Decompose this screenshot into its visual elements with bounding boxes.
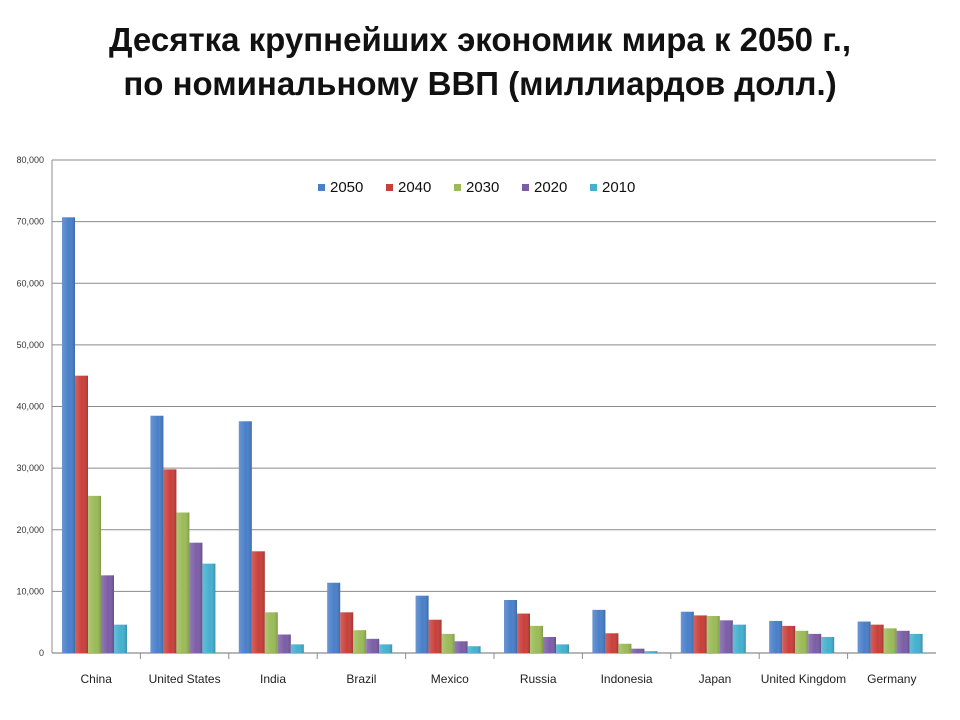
y-tick-label: 20,000 [16, 525, 44, 535]
bar-shading [327, 582, 341, 653]
legend-swatch [386, 184, 393, 191]
bar-shading [75, 375, 88, 653]
x-tick-label: China [81, 672, 113, 686]
bar-shading [795, 630, 809, 653]
legend-label: 2010 [602, 179, 635, 196]
x-tick-label: Russia [520, 672, 557, 686]
y-tick-label: 70,000 [16, 217, 44, 227]
bar-shading [504, 600, 517, 653]
legend-label: 2050 [330, 179, 363, 196]
legend-swatch [522, 184, 529, 191]
bar-shading [706, 616, 720, 653]
bar-shading [251, 551, 265, 653]
bar-shading [857, 621, 871, 653]
bar-shading [150, 415, 164, 653]
bar-shading [353, 630, 367, 653]
bar-shading [808, 633, 822, 653]
bar-shading [277, 634, 291, 653]
bar-shading [870, 624, 884, 653]
x-tick-label: Indonesia [601, 672, 653, 686]
title-line-2: по номинальному ВВП (миллиардов долл.) [123, 65, 837, 102]
bar-shading [883, 628, 897, 653]
y-tick-label: 60,000 [16, 278, 44, 288]
bar-shading [189, 542, 203, 653]
bar-shading [618, 643, 632, 653]
bar-shading [238, 421, 252, 653]
bar-shading [782, 625, 796, 653]
x-tick-label: United States [149, 672, 221, 686]
bar-shading [821, 636, 835, 653]
y-tick-label: 0 [39, 648, 44, 658]
bar-shading [909, 633, 923, 653]
y-tick-label: 40,000 [16, 402, 44, 412]
bar-shading [340, 612, 354, 653]
bar-shading [732, 624, 746, 653]
legend-swatch [590, 184, 597, 191]
bar-shading [631, 648, 645, 653]
legend-label: 2040 [398, 179, 431, 196]
title-line-1: Десятка крупнейших экономик мира к 2050 … [109, 21, 851, 58]
bar-shading [163, 469, 177, 653]
bar-shading [428, 619, 442, 653]
bar-shading [176, 512, 190, 653]
legend-swatch [454, 184, 461, 191]
legend-label: 2030 [466, 179, 499, 196]
legend-label: 2020 [534, 179, 567, 196]
bar-shading [556, 644, 569, 653]
bar-shading [719, 620, 733, 653]
bar-shading [62, 217, 75, 653]
x-tick-label: Japan [699, 672, 732, 686]
bar-shading [441, 633, 455, 653]
bar-shading [680, 611, 694, 653]
bar-shading [366, 638, 380, 653]
bar-shading [543, 636, 556, 653]
bar-shading [290, 644, 304, 653]
bar-shading [517, 613, 530, 653]
bar-shading [88, 495, 101, 653]
bar-shading [769, 620, 783, 653]
bar-shading [454, 641, 468, 653]
bar-shading [114, 624, 127, 653]
x-tick-label: Mexico [431, 672, 469, 686]
bar-shading [467, 646, 481, 653]
x-tick-label: Germany [867, 672, 916, 686]
bar-shading [896, 630, 910, 653]
y-tick-label: 30,000 [16, 463, 44, 473]
legend-swatch [318, 184, 325, 191]
bar-shading [592, 609, 606, 653]
bar-shading [101, 575, 114, 653]
x-tick-label: Brazil [346, 672, 376, 686]
y-tick-label: 80,000 [16, 155, 44, 165]
bar-shading [264, 612, 278, 653]
bar-shading [379, 644, 393, 653]
y-tick-label: 50,000 [16, 340, 44, 350]
x-tick-label: India [260, 672, 286, 686]
bar-shading [530, 625, 543, 653]
bar-shading [644, 651, 658, 653]
bar-shading [415, 595, 429, 653]
slide-title: Десятка крупнейших экономик мира к 2050 … [0, 18, 960, 106]
bar-shading [202, 563, 216, 653]
bar-shading [693, 615, 707, 653]
bar-shading [605, 633, 619, 653]
x-tick-label: United Kingdom [761, 672, 846, 686]
y-tick-label: 10,000 [16, 586, 44, 596]
